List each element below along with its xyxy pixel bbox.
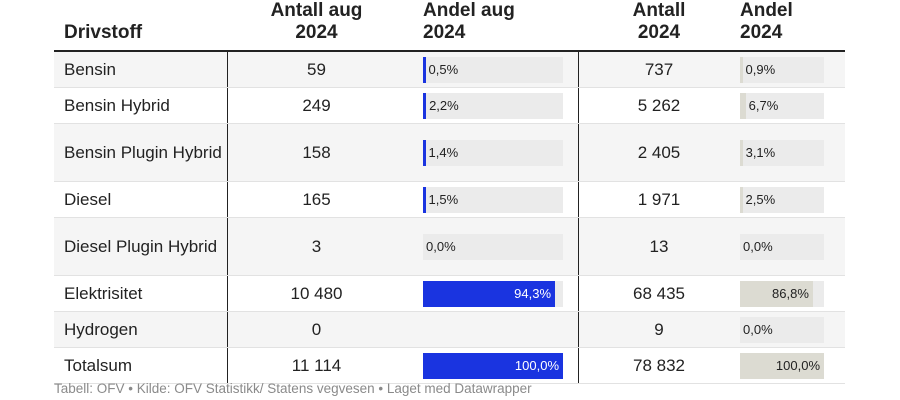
share-total-bar: 100,0% xyxy=(740,352,824,379)
table-row: Totalsum 11 114 78 832 100,0% 100,0% xyxy=(54,348,845,384)
column-divider xyxy=(578,218,579,275)
column-divider xyxy=(227,218,228,275)
share-value-label: 94,3% xyxy=(514,286,552,301)
column-divider xyxy=(578,182,579,217)
share-value-label: 0,0% xyxy=(743,322,773,337)
count-aug-cell: 11 114 xyxy=(291,355,342,375)
count-total-cell: 13 xyxy=(649,236,669,256)
count-aug-cell: 158 xyxy=(302,142,331,162)
column-divider xyxy=(578,312,579,347)
header-count-aug: Antall aug 2024 xyxy=(270,0,363,43)
share-bar-fill xyxy=(423,352,563,379)
share-aug-bar: 0,5% xyxy=(423,56,563,83)
count-total-cell: 78 832 xyxy=(633,355,685,375)
column-divider xyxy=(578,124,579,181)
column-divider xyxy=(227,312,228,347)
share-bar-fill xyxy=(740,352,824,379)
share-total-bar: 86,8% xyxy=(740,280,824,307)
column-divider xyxy=(578,348,579,383)
count-total-cell: 9 xyxy=(654,319,664,339)
count-aug-cell: 10 480 xyxy=(290,283,343,303)
share-bar-fill xyxy=(423,56,426,83)
share-bar-fill xyxy=(423,280,556,307)
table-row: Bensin Hybrid 249 5 262 2,2% 6,7% xyxy=(54,88,845,124)
table-header: Drivstoff Antall aug 2024 Andel aug 2024 A… xyxy=(54,0,845,52)
fuel-name-cell: Bensin Hybrid xyxy=(64,95,170,115)
table-row: Bensin 59 737 0,5% 0,9% xyxy=(54,52,845,88)
header-count: Antall 2024 xyxy=(632,0,686,43)
count-aug-cell: 3 xyxy=(311,236,322,256)
column-divider xyxy=(578,88,579,123)
count-total-cell: 5 262 xyxy=(637,95,681,115)
count-aug-cell: 249 xyxy=(302,95,331,115)
share-value-label: 0,0% xyxy=(743,239,773,254)
share-total-bar: 2,5% xyxy=(740,186,824,213)
fuel-name-cell: Totalsum xyxy=(64,355,133,375)
count-aug-cell: 0 xyxy=(311,319,322,339)
table-row: Diesel 165 1 971 1,5% 2,5% xyxy=(54,182,845,218)
share-bar-fill xyxy=(740,92,746,119)
share-bar-fill xyxy=(423,92,427,119)
share-bar-fill xyxy=(423,139,426,166)
share-value-label: 1,5% xyxy=(428,192,459,207)
share-aug-bar: 1,5% xyxy=(423,186,563,213)
share-total-bar: 3,1% xyxy=(740,139,824,166)
share-bar-fill xyxy=(740,280,813,307)
share-total-bar: 0,0% xyxy=(740,233,824,260)
share-value-label: 6,7% xyxy=(748,98,779,113)
share-aug-bar: 100,0% xyxy=(423,352,563,379)
table-row: Hydrogen 0 9 0,0% xyxy=(54,312,845,348)
fuel-name-cell: Bensin Plugin Hybrid xyxy=(64,142,222,162)
column-divider xyxy=(578,276,579,311)
share-aug-bar: 94,3% xyxy=(423,280,563,307)
share-bar-fill xyxy=(740,186,743,213)
table-row: Diesel Plugin Hybrid 3 13 0,0% 0,0% xyxy=(54,218,845,276)
count-total-cell: 1 971 xyxy=(637,189,681,209)
header-fuel: Drivstoff xyxy=(64,22,143,43)
column-divider xyxy=(227,182,228,217)
table-body: Bensin 59 737 0,5% 0,9% Bensin Hybrid 249 5 262… xyxy=(54,52,845,384)
fuel-name-cell: Diesel Plugin Hybrid xyxy=(64,236,218,256)
share-value-label: 100,0% xyxy=(514,358,559,373)
share-aug-bar: 2,2% xyxy=(423,92,563,119)
share-value-label: 1,4% xyxy=(428,145,459,160)
share-aug-bar: 0,0% xyxy=(423,233,563,260)
count-total-cell: 2 405 xyxy=(637,142,681,162)
share-total-bar: 0,0% xyxy=(740,316,824,343)
share-total-bar: 0,9% xyxy=(740,56,824,83)
count-aug-cell: 59 xyxy=(307,59,326,79)
fuel-table: Drivstoff Antall aug 2024 Andel aug 2024 A… xyxy=(54,0,845,384)
share-bar-fill xyxy=(423,186,426,213)
table-row: Elektrisitet 10 480 68 435 94,3% 86,8% xyxy=(54,276,845,312)
table-source-footer: Tabell: OFV • Kilde: OFV Statistikk/ Sta… xyxy=(54,381,532,396)
share-value-label: 2,2% xyxy=(429,98,459,113)
fuel-name-cell: Elektrisitet xyxy=(64,283,143,303)
share-value-label: 0,9% xyxy=(745,62,776,77)
fuel-name-cell: Hydrogen xyxy=(64,319,138,339)
share-value-label: 0,5% xyxy=(428,62,459,77)
share-value-label: 3,1% xyxy=(745,145,776,160)
share-value-label: 2,5% xyxy=(745,192,776,207)
share-bar-fill xyxy=(740,139,743,166)
table-row: Bensin Plugin Hybrid 158 2 405 1,4% 3,1% xyxy=(54,124,845,182)
count-total-cell: 737 xyxy=(644,59,674,79)
share-total-bar: 6,7% xyxy=(740,92,824,119)
header-share: Andel 2024 xyxy=(740,0,793,43)
column-divider xyxy=(227,52,228,87)
column-divider xyxy=(227,88,228,123)
share-aug-bar: 1,4% xyxy=(423,139,563,166)
column-divider xyxy=(227,348,228,383)
share-value-label: 86,8% xyxy=(772,286,809,301)
column-divider xyxy=(578,52,579,87)
column-divider xyxy=(227,124,228,181)
share-value-label: 100,0% xyxy=(775,358,820,373)
fuel-name-cell: Diesel xyxy=(64,189,112,209)
header-share-aug: Andel aug 2024 xyxy=(423,0,515,43)
column-divider xyxy=(227,276,228,311)
share-value-label: 0,0% xyxy=(426,239,456,254)
count-total-cell: 68 435 xyxy=(633,283,685,303)
share-bar-fill xyxy=(740,56,743,83)
fuel-name-cell: Bensin xyxy=(64,59,116,79)
count-aug-cell: 165 xyxy=(302,189,331,209)
